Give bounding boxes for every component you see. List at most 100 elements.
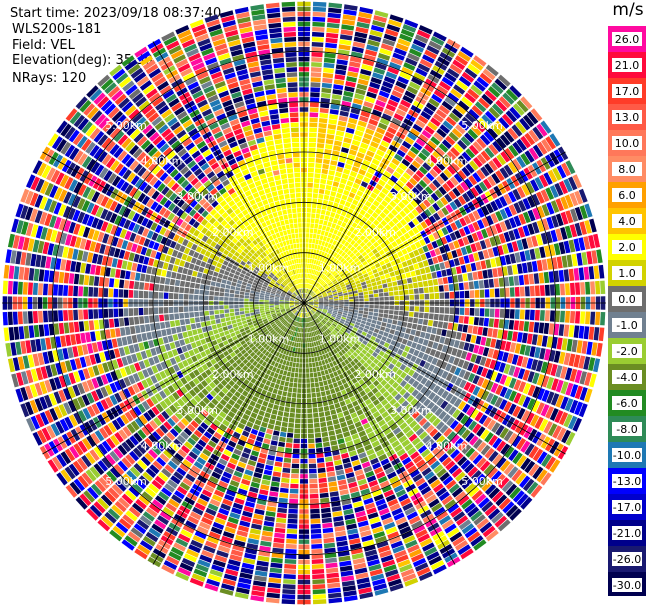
velocity-gate [349, 304, 354, 307]
velocity-gate [362, 59, 375, 67]
velocity-gate [341, 326, 347, 331]
velocity-gate [492, 268, 498, 278]
velocity-gate [247, 438, 255, 445]
velocity-gate [188, 469, 199, 478]
velocity-gate [320, 103, 330, 109]
velocity-gate [426, 326, 432, 333]
velocity-gate [588, 235, 596, 249]
velocity-gate [327, 328, 332, 334]
velocity-gate [342, 457, 351, 464]
velocity-gate [412, 38, 427, 49]
velocity-gate [580, 282, 586, 295]
velocity-gate [425, 424, 435, 434]
velocity-gate [372, 136, 382, 144]
velocity-gate [322, 163, 329, 170]
velocity-gate [168, 366, 176, 375]
velocity-gate [286, 432, 294, 438]
velocity-gate [388, 370, 396, 378]
velocity-gate [341, 173, 349, 180]
velocity-gate [104, 511, 117, 524]
velocity-gate [333, 295, 338, 298]
velocity-gate [381, 322, 387, 327]
velocity-gate [318, 295, 323, 298]
velocity-gate [333, 321, 338, 326]
velocity-gate [305, 307, 308, 312]
velocity-gate [384, 415, 392, 423]
velocity-gate [481, 217, 490, 228]
velocity-gate [437, 278, 444, 285]
velocity-gate [364, 212, 371, 219]
velocity-gate [378, 313, 384, 318]
velocity-gate [341, 389, 347, 396]
velocity-gate [261, 355, 267, 361]
velocity-gate [320, 391, 326, 397]
velocity-gate [399, 210, 407, 218]
velocity-gate [269, 567, 282, 574]
velocity-gate [460, 333, 467, 341]
velocity-gate [472, 141, 483, 152]
velocity-gate [314, 382, 320, 388]
velocity-gate [465, 263, 472, 273]
velocity-gate [377, 545, 391, 554]
velocity-gate [490, 382, 499, 393]
velocity-gate [504, 388, 513, 400]
velocity-gate [496, 457, 507, 469]
velocity-gate [387, 267, 394, 273]
velocity-gate [232, 362, 238, 369]
velocity-gate [278, 441, 285, 447]
velocity-gate [392, 545, 405, 554]
velocity-gate [349, 486, 359, 494]
velocity-gate [309, 483, 318, 489]
velocity-gate [317, 467, 326, 473]
velocity-gate [415, 529, 428, 539]
velocity-gate [327, 291, 332, 295]
velocity-gate [331, 377, 337, 383]
velocity-gate [438, 186, 447, 196]
velocity-gate [115, 521, 129, 534]
velocity-gate [453, 283, 459, 291]
velocity-gate [341, 275, 347, 280]
velocity-gate [380, 140, 390, 148]
velocity-gate [339, 565, 353, 572]
elevation-label: Elevation(deg): 35.30 [12, 53, 153, 68]
velocity-gate [318, 250, 323, 256]
velocity-gate [307, 403, 312, 409]
velocity-gate [555, 228, 563, 241]
velocity-gate [179, 562, 194, 572]
velocity-gate [163, 387, 171, 397]
velocity-gate [564, 398, 574, 412]
velocity-gate [326, 363, 331, 369]
velocity-gate [388, 287, 394, 292]
velocity-gate [318, 323, 322, 328]
velocity-gate [460, 181, 469, 192]
velocity-gate [158, 472, 169, 482]
velocity-gate [315, 163, 322, 169]
velocity-gate [504, 287, 510, 297]
velocity-gate [470, 243, 477, 253]
velocity-gate [431, 93, 443, 104]
velocity-gate [319, 492, 329, 498]
velocity-gate [310, 223, 315, 229]
velocity-gate [242, 413, 250, 421]
velocity-gate [276, 357, 281, 363]
velocity-gate [306, 213, 311, 218]
velocity-gate [145, 467, 157, 478]
velocity-gate [401, 248, 408, 255]
velocity-gate [428, 555, 442, 566]
velocity-gate [327, 243, 332, 249]
velocity-gate [309, 233, 313, 239]
velocity-gate [538, 174, 549, 188]
velocity-gate [536, 469, 548, 483]
velocity-gate [322, 293, 328, 297]
velocity-gate [447, 92, 460, 103]
velocity-gate [401, 400, 409, 408]
velocity-gate [289, 361, 293, 367]
velocity-gate [281, 421, 288, 428]
velocity-gate [474, 184, 484, 195]
velocity-gate [420, 377, 428, 385]
velocity-gate [244, 469, 254, 476]
velocity-gate [436, 85, 449, 95]
velocity-gate [277, 322, 282, 327]
velocity-gate [213, 363, 220, 370]
velocity-gate [490, 124, 502, 136]
